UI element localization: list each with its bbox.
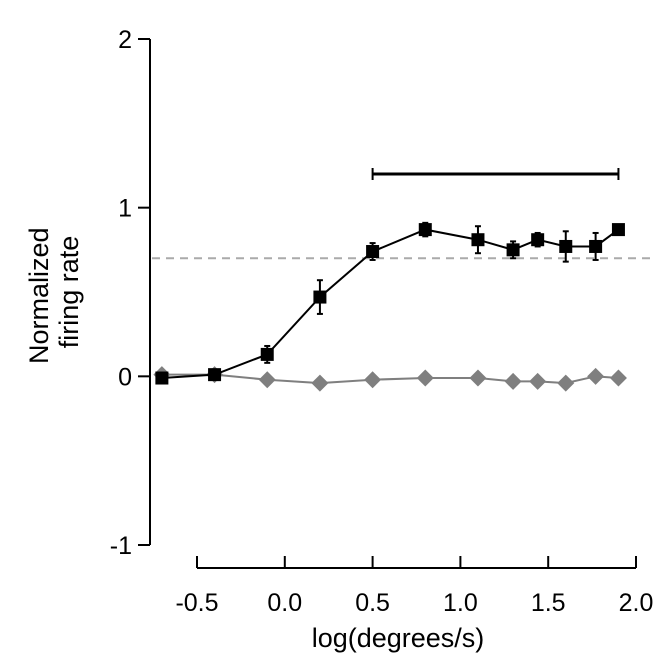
x-axis: -0.5 0.0 0.5 1.0 1.5 2.0: [175, 556, 653, 617]
significance-bar-layer: [371, 168, 620, 180]
series-line-diamond: [161, 373, 619, 385]
data-point-square: [531, 233, 545, 247]
x-axis-title: log(degrees/s): [312, 623, 485, 653]
y-tick-label: 1: [118, 195, 132, 223]
data-point-diamond: [529, 372, 547, 390]
x-tick-label: 1.0: [443, 589, 478, 617]
x-tick-label: 0.0: [267, 589, 302, 617]
series-layer: [153, 221, 627, 392]
data-point-square: [471, 233, 485, 247]
y-tick-label: 0: [118, 363, 132, 391]
data-point-square: [313, 290, 327, 304]
x-tick-label: 1.5: [531, 589, 566, 617]
data-point-diamond: [504, 372, 522, 390]
data-point-square: [155, 371, 169, 385]
data-point-diamond: [258, 371, 276, 389]
data-point-square: [559, 239, 573, 253]
y-axis: -1 0 1 2: [110, 26, 151, 560]
x-tick-label: -0.5: [175, 589, 218, 617]
data-point-square: [589, 239, 603, 253]
data-point-diamond: [311, 374, 329, 392]
y-axis-title-line-1: Normalized: [24, 227, 54, 364]
data-point-diamond: [557, 374, 575, 392]
data-point-diamond: [587, 367, 605, 385]
x-tick-label: 0.5: [355, 589, 390, 617]
data-point-diamond: [609, 369, 627, 387]
data-point-square: [418, 223, 432, 237]
data-point-square: [611, 223, 625, 237]
data-point-square: [208, 368, 222, 382]
y-tick-label: 2: [118, 26, 132, 54]
y-axis-title: Normalized firing rate: [24, 220, 84, 364]
y-tick-label: -1: [110, 532, 132, 560]
y-axis-title-line-2: firing rate: [54, 236, 84, 349]
data-point-diamond: [416, 369, 434, 387]
data-point-diamond: [364, 371, 382, 389]
x-tick-label: 2.0: [619, 589, 654, 617]
data-point-square: [366, 245, 380, 259]
series-line-square: [161, 228, 620, 380]
data-point-square: [260, 347, 274, 361]
data-point-square: [506, 243, 520, 257]
data-point-diamond: [469, 369, 487, 387]
